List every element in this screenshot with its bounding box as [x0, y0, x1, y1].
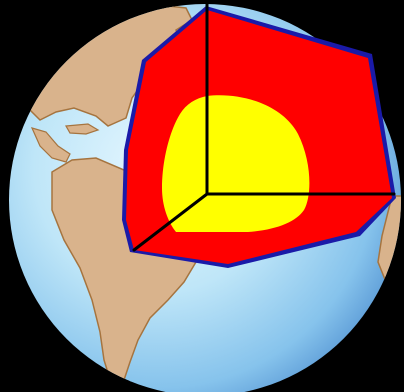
- cutaway-edges: [132, 2, 396, 252]
- caribbean-island: [65, 123, 100, 135]
- diagonal-cut-edge: [132, 192, 209, 252]
- core-layer: [162, 95, 310, 232]
- central-america-landmass: [30, 127, 71, 163]
